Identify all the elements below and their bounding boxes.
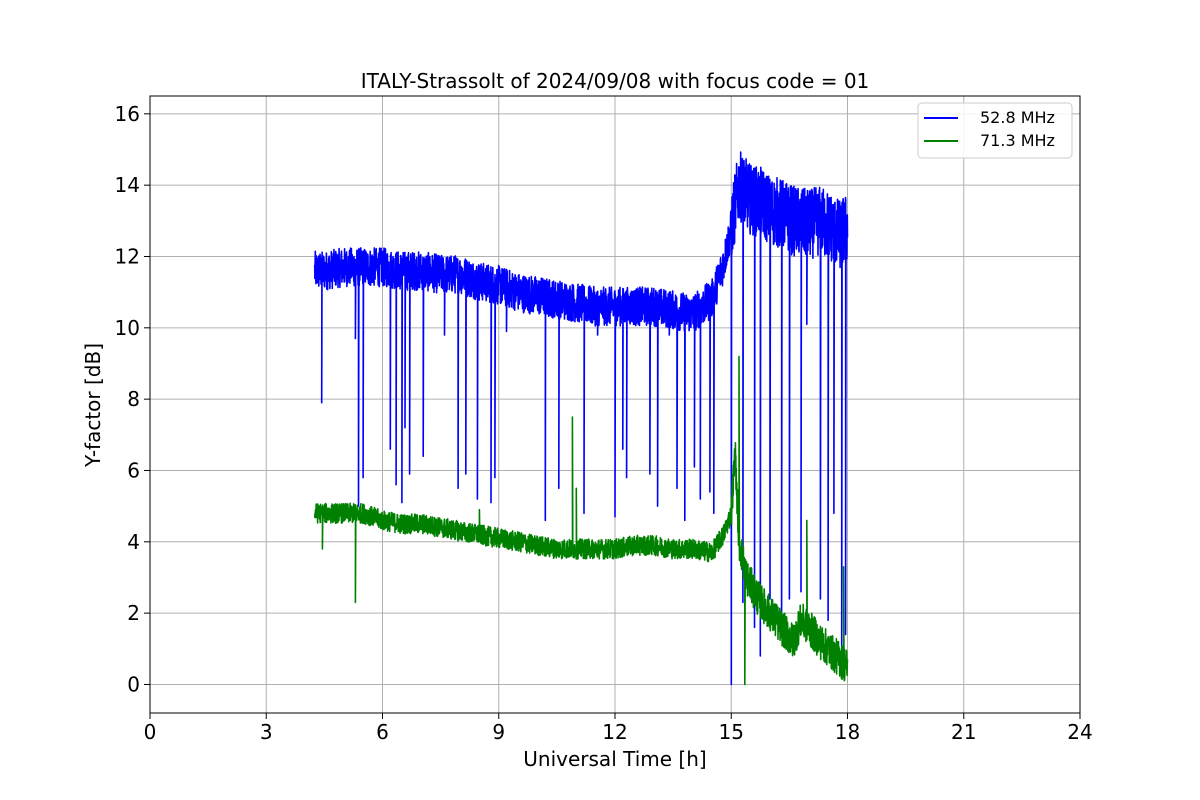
legend-label-52-8: 52.8 MHz [980,108,1055,127]
y-tick-label: 4 [127,530,140,554]
legend-box [917,102,1073,159]
y-tick-label: 14 [115,173,140,197]
x-ticks: 0 3 6 9 12 15 18 21 24 [144,713,1093,744]
x-tick-label: 6 [376,720,389,744]
y-tick-label: 0 [127,672,140,696]
y-tick-label: 8 [127,387,140,411]
y-tick-label: 6 [127,458,140,482]
x-axis-label: Universal Time [h] [523,747,706,771]
y-ticks: 0 2 4 6 8 10 12 14 16 [115,102,150,696]
x-tick-label: 15 [719,720,744,744]
y-axis-label: Y-factor [dB] [81,343,105,468]
series-line-71-3-mhz [313,355,849,686]
x-tick-label: 0 [144,720,157,744]
series-layer [313,151,849,686]
series-line-52-8-mhz [313,151,849,686]
legend-label-71-3: 71.3 MHz [980,131,1055,150]
x-tick-label: 18 [835,720,860,744]
x-tick-label: 3 [260,720,273,744]
y-tick-label: 16 [115,102,140,126]
y-tick-label: 12 [115,244,140,268]
x-tick-label: 12 [602,720,627,744]
x-tick-label: 9 [492,720,505,744]
legend: 52.8 MHz 71.3 MHz [917,102,1073,159]
y-tick-label: 2 [127,601,140,625]
x-tick-label: 21 [951,720,976,744]
y-tick-label: 10 [115,316,140,340]
chart-title: ITALY-Strassolt of 2024/09/08 with focus… [361,69,870,93]
x-tick-label: 24 [1067,720,1092,744]
